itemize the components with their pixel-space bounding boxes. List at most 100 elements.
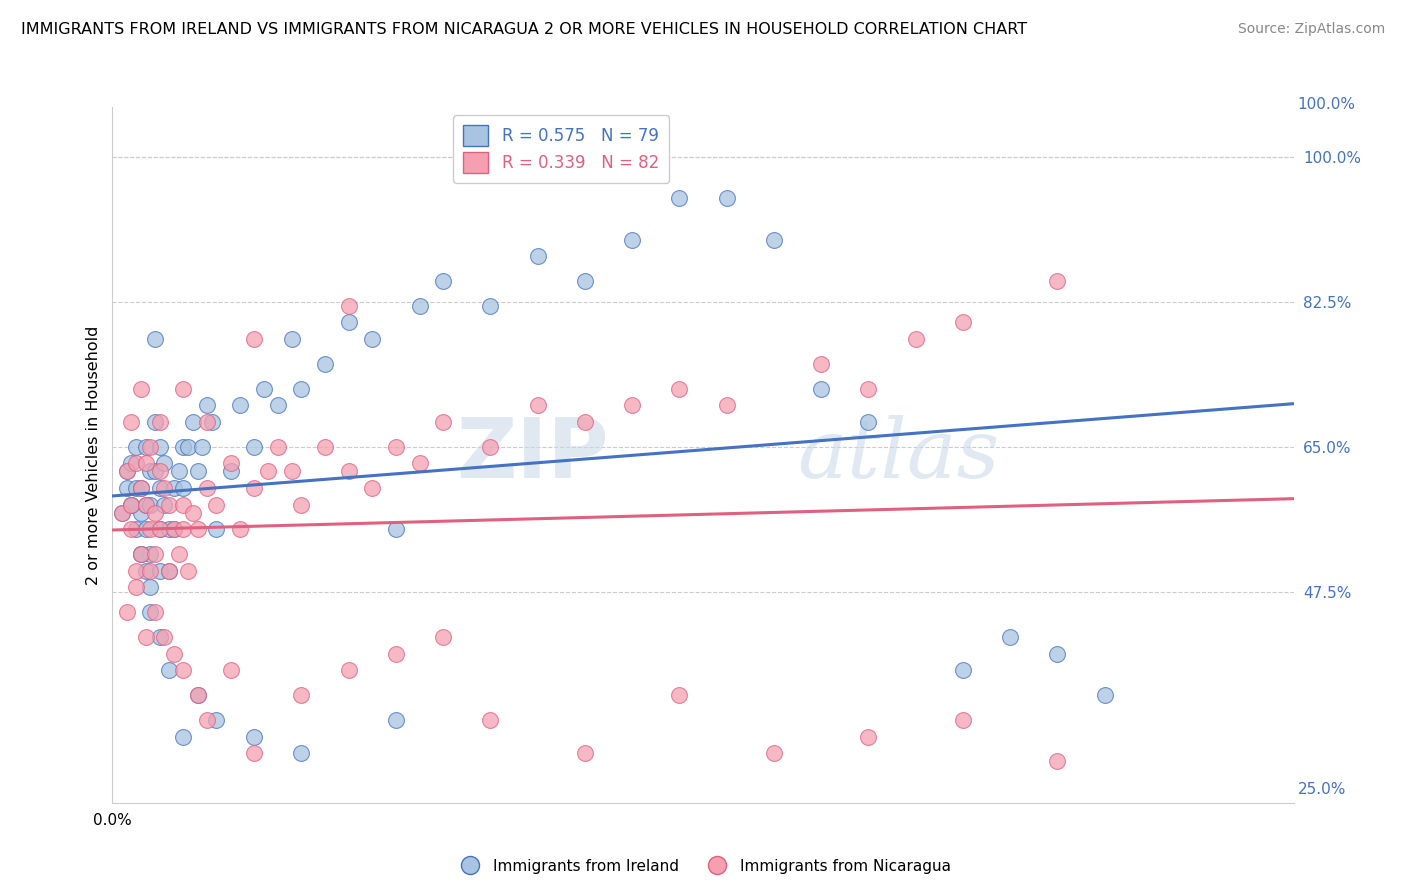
Point — [163, 523, 186, 537]
Point — [125, 581, 148, 595]
Point — [172, 440, 194, 454]
Point — [668, 382, 690, 396]
Point — [135, 630, 157, 644]
Point — [574, 274, 596, 288]
Point — [157, 564, 180, 578]
Point — [219, 456, 242, 470]
Point — [149, 415, 172, 429]
Text: ZIP: ZIP — [456, 415, 609, 495]
Point — [432, 415, 454, 429]
Point — [129, 547, 152, 561]
Point — [219, 465, 242, 479]
Point — [120, 498, 142, 512]
Point — [195, 481, 218, 495]
Point — [172, 523, 194, 537]
Text: atlas: atlas — [797, 415, 1000, 495]
Point — [167, 465, 190, 479]
Point — [172, 730, 194, 744]
Point — [157, 663, 180, 677]
Point — [139, 605, 162, 619]
Point — [858, 730, 880, 744]
Point — [243, 746, 266, 760]
Point — [201, 415, 224, 429]
Point — [385, 523, 408, 537]
Point — [668, 191, 690, 205]
Point — [290, 382, 312, 396]
Point — [181, 415, 204, 429]
Point — [361, 332, 384, 346]
Point — [267, 398, 290, 412]
Point — [135, 456, 157, 470]
Point — [120, 498, 142, 512]
Point — [143, 332, 166, 346]
Point — [314, 440, 336, 454]
Point — [163, 481, 186, 495]
Point — [281, 332, 304, 346]
Point — [111, 506, 134, 520]
Point — [135, 440, 157, 454]
Point — [177, 564, 200, 578]
Point — [115, 481, 138, 495]
Point — [186, 688, 208, 702]
Point — [115, 465, 138, 479]
Point — [337, 299, 360, 313]
Point — [257, 465, 280, 479]
Point — [191, 440, 214, 454]
Point — [143, 506, 166, 520]
Point — [129, 506, 152, 520]
Point — [149, 465, 172, 479]
Point — [143, 547, 166, 561]
Text: Source: ZipAtlas.com: Source: ZipAtlas.com — [1237, 22, 1385, 37]
Point — [125, 440, 148, 454]
Legend: R = 0.575   N = 79, R = 0.339   N = 82: R = 0.575 N = 79, R = 0.339 N = 82 — [454, 115, 669, 183]
Point — [153, 456, 176, 470]
Point — [125, 523, 148, 537]
Point — [432, 274, 454, 288]
Point — [281, 465, 304, 479]
Point — [153, 630, 176, 644]
Point — [621, 233, 644, 247]
Point — [172, 663, 194, 677]
Point — [621, 398, 644, 412]
Point — [1046, 647, 1069, 661]
Point — [153, 481, 176, 495]
Point — [243, 440, 266, 454]
Point — [337, 315, 360, 329]
Point — [172, 382, 194, 396]
Point — [952, 713, 974, 727]
Point — [229, 523, 252, 537]
Point — [904, 332, 927, 346]
Point — [186, 523, 208, 537]
Point — [810, 357, 832, 371]
Text: 25.0%: 25.0% — [1298, 782, 1346, 797]
Point — [762, 233, 785, 247]
Point — [157, 523, 180, 537]
Point — [408, 299, 430, 313]
Point — [1094, 688, 1116, 702]
Point — [139, 581, 162, 595]
Point — [243, 332, 266, 346]
Point — [952, 663, 974, 677]
Point — [125, 456, 148, 470]
Point — [243, 730, 266, 744]
Point — [115, 605, 138, 619]
Point — [143, 415, 166, 429]
Point — [115, 465, 138, 479]
Point — [290, 746, 312, 760]
Point — [153, 498, 176, 512]
Point — [479, 713, 502, 727]
Point — [195, 398, 218, 412]
Point — [205, 713, 228, 727]
Point — [120, 456, 142, 470]
Point — [149, 440, 172, 454]
Point — [1046, 274, 1069, 288]
Point — [125, 564, 148, 578]
Point — [229, 398, 252, 412]
Point — [139, 465, 162, 479]
Point — [139, 440, 162, 454]
Point — [139, 564, 162, 578]
Point — [139, 523, 162, 537]
Point — [668, 688, 690, 702]
Point — [129, 547, 152, 561]
Point — [479, 440, 502, 454]
